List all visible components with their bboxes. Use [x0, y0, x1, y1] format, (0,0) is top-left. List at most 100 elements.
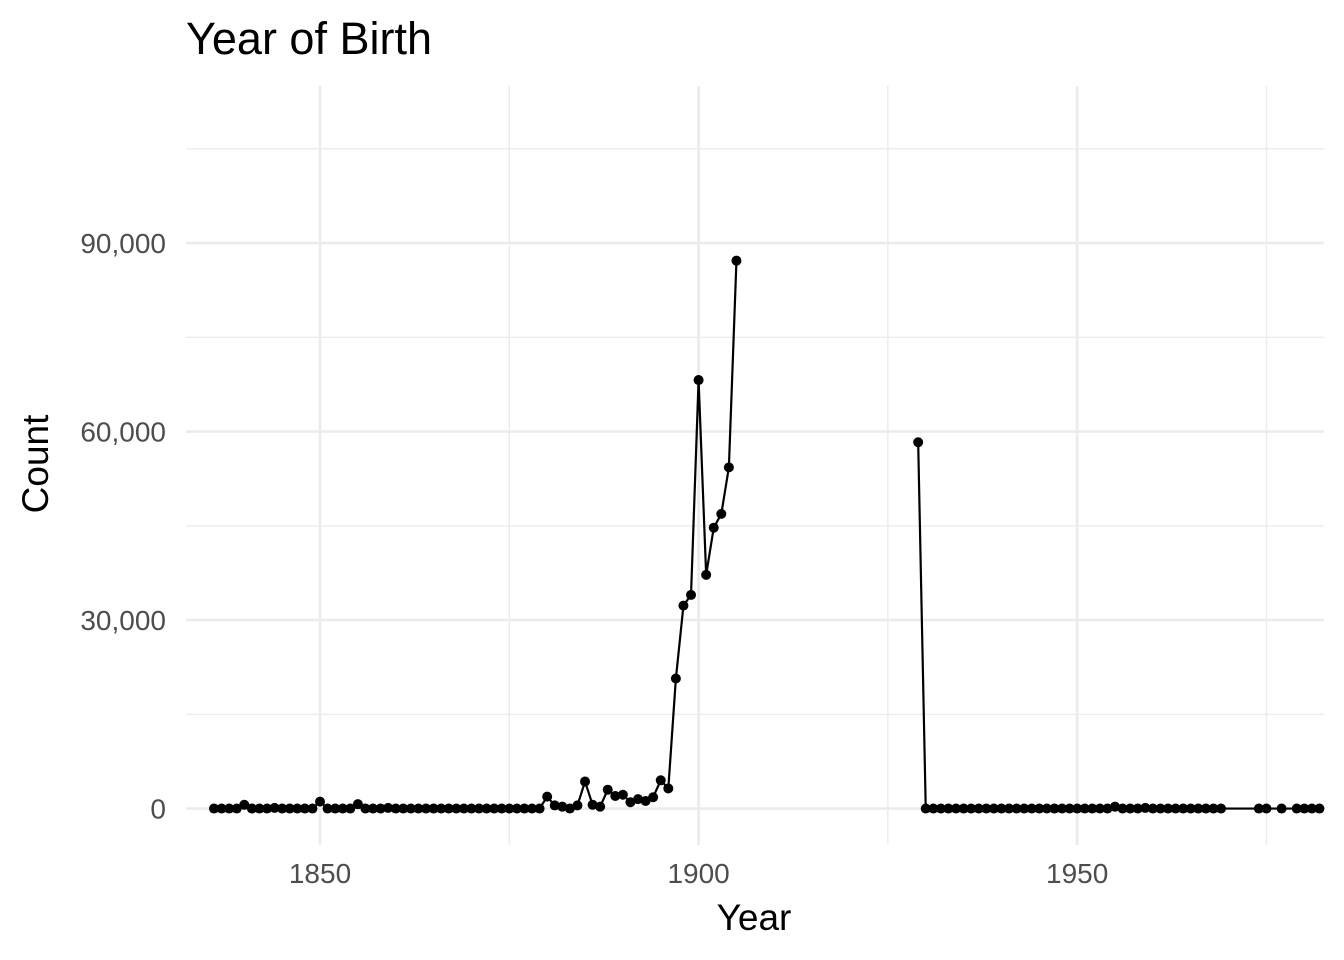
data-point — [466, 803, 477, 814]
data-point — [731, 255, 742, 266]
data-point — [345, 803, 356, 814]
data-point — [277, 803, 288, 814]
x-tick-label: 1850 — [289, 858, 351, 889]
data-point — [299, 803, 310, 814]
data-point — [1125, 803, 1136, 814]
series-layer — [209, 255, 1325, 814]
data-point — [269, 802, 280, 813]
data-point — [610, 790, 621, 801]
data-point — [708, 522, 719, 533]
data-point — [481, 803, 492, 814]
grid — [186, 86, 1324, 845]
data-point — [489, 803, 500, 814]
y-tick-label: 30,000 — [80, 605, 166, 636]
data-point — [284, 803, 295, 814]
data-point — [1132, 803, 1143, 814]
data-point — [996, 803, 1007, 814]
data-point — [716, 508, 727, 519]
data-point — [330, 803, 341, 814]
data-point — [368, 803, 379, 814]
data-point — [920, 803, 931, 814]
x-axis-ticks: 1850 1900 1950 — [289, 858, 1108, 889]
data-point — [209, 803, 220, 814]
data-point — [723, 462, 734, 473]
data-point — [693, 375, 704, 386]
data-point — [1117, 803, 1128, 814]
data-point — [421, 803, 432, 814]
data-point — [527, 803, 538, 814]
data-point — [1261, 803, 1272, 814]
data-point — [1208, 803, 1219, 814]
data-point — [534, 803, 545, 814]
data-point — [315, 796, 326, 807]
data-point — [1193, 803, 1204, 814]
y-tick-label: 90,000 — [80, 228, 166, 259]
data-point — [1185, 803, 1196, 814]
data-point — [383, 802, 394, 813]
x-axis-title: Year — [717, 897, 792, 938]
data-point — [701, 569, 712, 580]
data-point — [405, 803, 416, 814]
data-point — [1064, 803, 1075, 814]
data-point — [1170, 803, 1181, 814]
data-point — [1034, 803, 1045, 814]
x-tick-label: 1950 — [1046, 858, 1108, 889]
data-point — [474, 803, 485, 814]
data-point — [542, 791, 553, 802]
data-point — [1110, 801, 1121, 812]
data-point — [307, 803, 318, 814]
series-line — [214, 260, 1320, 810]
data-point — [958, 803, 969, 814]
data-point — [1276, 803, 1287, 814]
chart-title: Year of Birth — [186, 13, 432, 64]
data-point — [458, 803, 469, 814]
data-point — [580, 776, 591, 787]
data-point — [557, 801, 568, 812]
data-point — [943, 803, 954, 814]
data-point — [633, 794, 644, 805]
data-point — [549, 800, 560, 811]
data-point — [913, 437, 924, 448]
data-point — [360, 803, 371, 814]
data-point — [231, 803, 242, 814]
data-point — [663, 783, 674, 794]
y-axis-title: Count — [15, 414, 56, 513]
data-point — [1140, 802, 1151, 813]
data-point — [1026, 803, 1037, 814]
data-point — [1163, 803, 1174, 814]
data-point — [413, 803, 424, 814]
data-point — [1306, 803, 1317, 814]
data-point — [519, 803, 530, 814]
data-point — [595, 801, 606, 812]
data-point — [322, 803, 333, 814]
data-point — [1072, 803, 1083, 814]
data-point — [390, 803, 401, 814]
data-point — [352, 799, 363, 810]
data-point — [966, 803, 977, 814]
data-point — [246, 803, 257, 814]
data-point — [602, 784, 613, 795]
data-point — [216, 803, 227, 814]
data-point — [1200, 803, 1211, 814]
data-point — [1011, 803, 1022, 814]
data-point — [1178, 803, 1189, 814]
data-point — [1299, 803, 1310, 814]
data-point — [670, 673, 681, 684]
data-point — [625, 797, 636, 808]
data-point — [443, 803, 454, 814]
data-point — [1147, 803, 1158, 814]
data-point — [1087, 803, 1098, 814]
data-point — [1314, 803, 1325, 814]
data-point — [678, 600, 689, 611]
data-point — [1216, 803, 1227, 814]
data-point — [262, 803, 273, 814]
data-point — [655, 775, 666, 786]
data-point — [935, 803, 946, 814]
data-point — [928, 803, 939, 814]
data-point — [564, 803, 575, 814]
data-point — [981, 803, 992, 814]
data-point — [239, 799, 250, 810]
data-point — [1079, 803, 1090, 814]
data-point — [1057, 803, 1068, 814]
